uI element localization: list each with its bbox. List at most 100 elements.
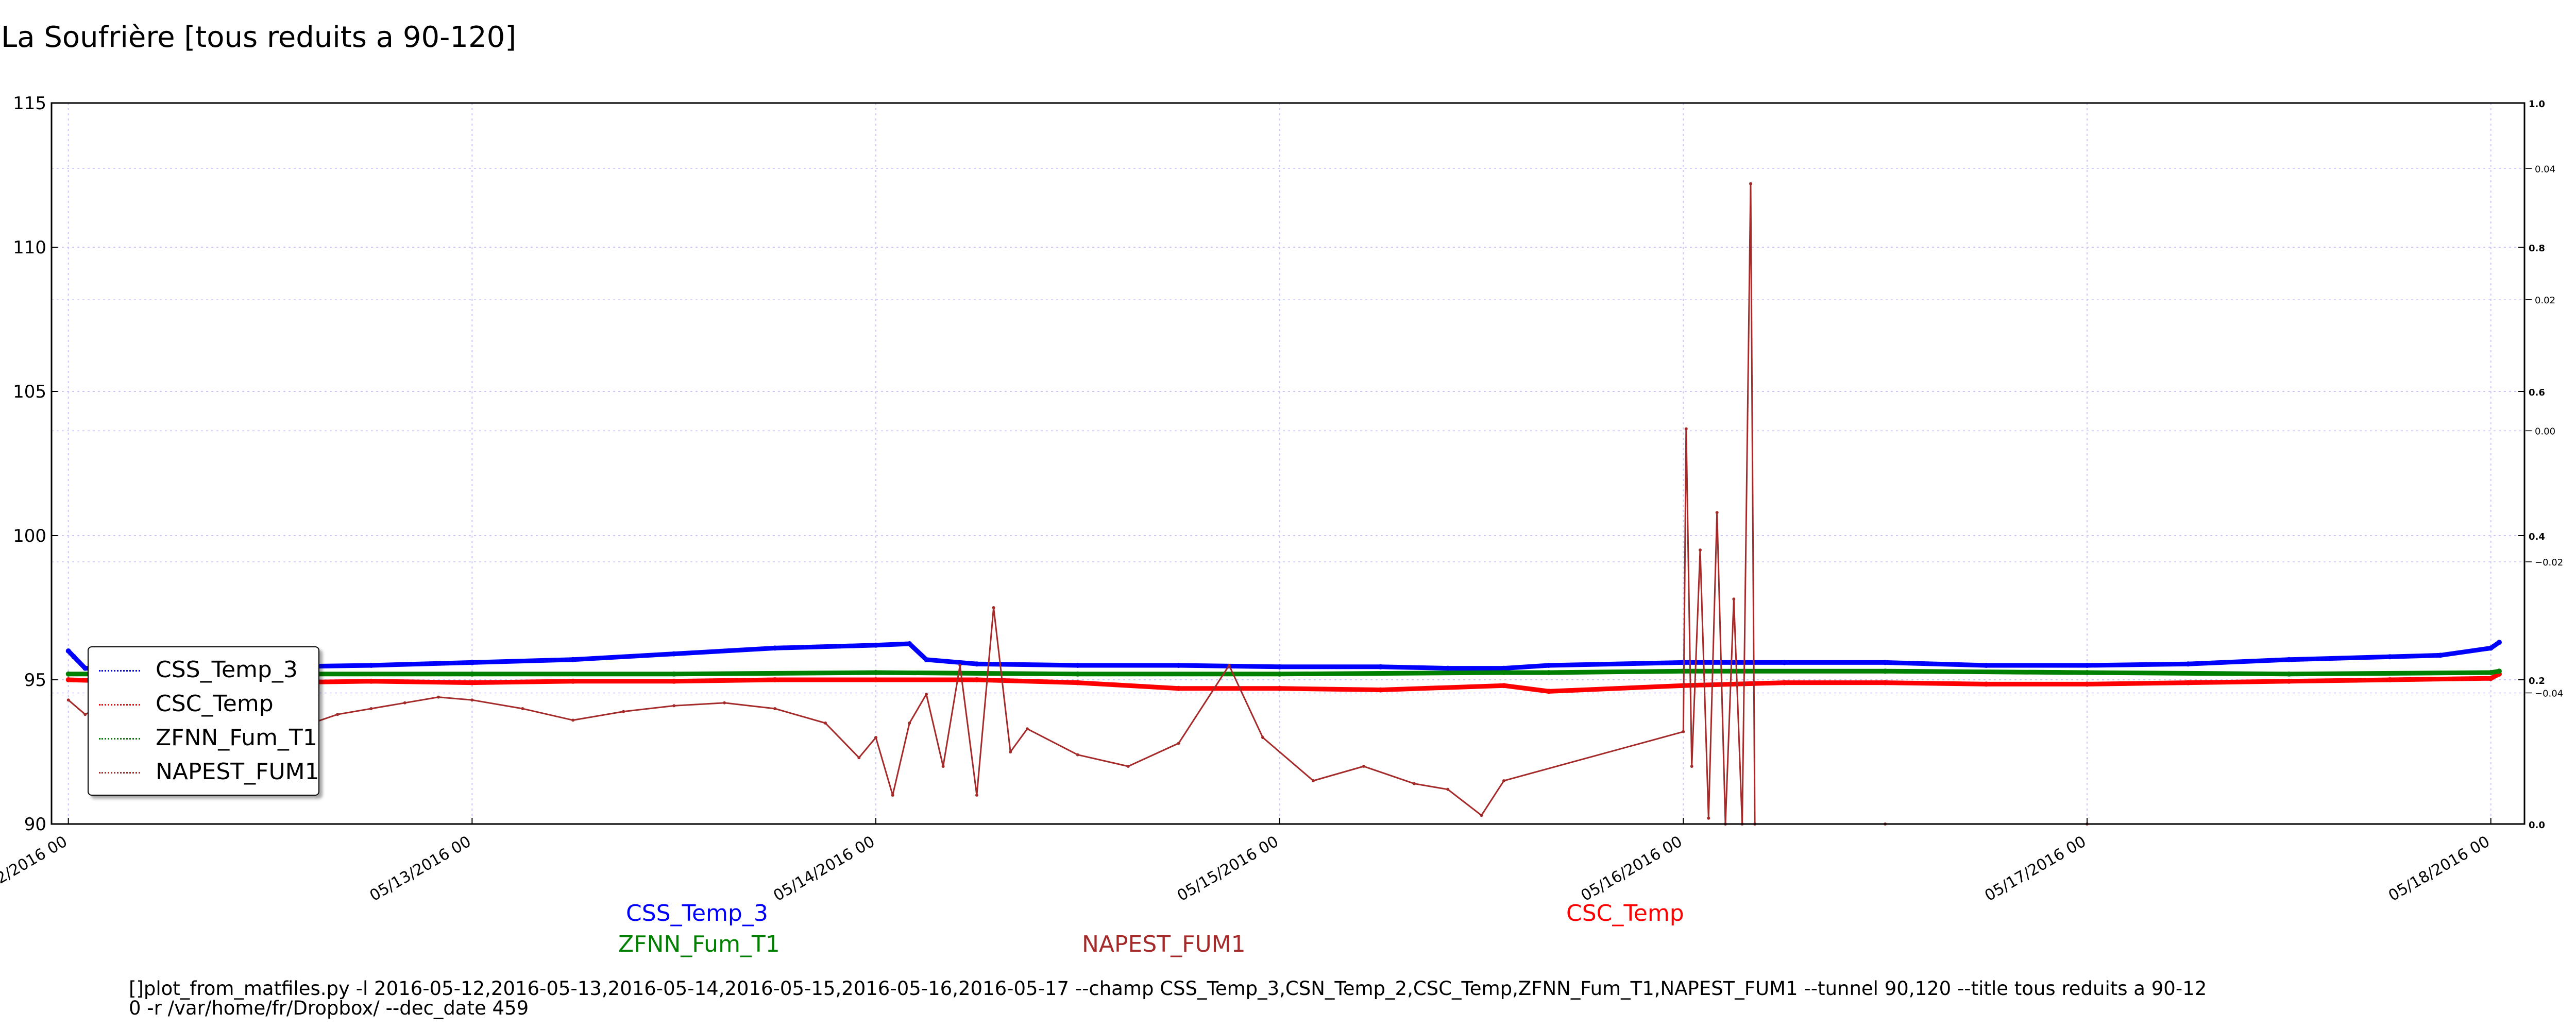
x-tick-label: 05/16/2016 00 [1578, 833, 1686, 905]
data-point [1075, 671, 1080, 677]
data-point [1546, 663, 1552, 668]
data-point [1715, 511, 1719, 514]
x-axis: 05/12/2016 00 05/13/2016 00 05/14/2016 00 0… [0, 818, 2493, 905]
data-point [2185, 661, 2191, 667]
data-point [891, 794, 894, 797]
data-point [2488, 645, 2494, 651]
data-point [1690, 765, 1693, 768]
data-point [1312, 779, 1315, 782]
data-point [2387, 654, 2393, 660]
data-point [1480, 814, 1483, 817]
data-point [974, 661, 979, 667]
data-point [1699, 548, 1702, 552]
data-point [857, 756, 861, 760]
x-tick-label: 05/14/2016 00 [770, 833, 878, 905]
data-point [2488, 676, 2494, 681]
right-tick-label: 0.8 [2529, 243, 2545, 254]
series-label-csc-temp: CSC_Temp [1566, 900, 1684, 926]
series-line-css-temp-3 [66, 640, 2501, 671]
y-tick-label: 105 [13, 382, 46, 402]
data-point [1501, 670, 1506, 675]
data-point [1378, 664, 1383, 670]
legend-swatch [99, 670, 140, 672]
data-point [521, 707, 524, 710]
data-point [873, 670, 878, 675]
data-point [1501, 665, 1506, 671]
data-point [1446, 787, 1450, 791]
data-point [824, 722, 827, 725]
right2-tick-label: 0.04 [2535, 164, 2555, 175]
data-point [873, 677, 878, 682]
legend-swatch [99, 704, 140, 706]
data-point [470, 698, 474, 702]
data-point [437, 695, 440, 699]
plot-frame [50, 102, 2526, 825]
right-tick-label: 0.4 [2529, 531, 2545, 542]
chart-title: La Soufrière [tous reduits a 90-120] [1, 21, 517, 54]
data-point [671, 671, 677, 677]
x-tick-label: 05/18/2016 00 [2385, 833, 2493, 905]
data-point [1682, 730, 1685, 733]
data-point [1277, 664, 1282, 670]
command-line-1: []plot_from_matfiles.py -l 2016-05-12,20… [129, 977, 2207, 1000]
data-point [1883, 668, 1888, 674]
data-point [723, 701, 726, 705]
data-point [1883, 680, 1888, 685]
data-point [1277, 685, 1282, 691]
y-tick-label: 110 [13, 237, 46, 258]
data-point [469, 671, 475, 677]
data-point [1546, 689, 1552, 694]
data-point [1362, 765, 1365, 768]
right2-tick-label: −0.02 [2535, 557, 2563, 568]
data-point [83, 713, 87, 716]
legend-item: ZFNN_Fum_T1 [89, 723, 318, 754]
data-point [2286, 657, 2292, 662]
data-point [571, 718, 575, 722]
y-tick-label: 95 [24, 670, 46, 691]
data-point [1782, 660, 1787, 665]
data-point [941, 765, 945, 768]
series-line-zfnn-fum-t1 [68, 668, 2500, 677]
data-point [368, 663, 374, 668]
legend-item: CSS_Temp_3 [89, 655, 318, 686]
series-label-napest-fum1: NAPEST_FUM1 [1082, 931, 1246, 957]
data-point [924, 657, 929, 662]
data-point [1684, 427, 1688, 431]
data-point [1883, 660, 1888, 665]
data-point [65, 677, 71, 682]
data-point [369, 707, 373, 710]
data-point [908, 722, 911, 725]
data-point [71, 654, 77, 660]
data-point [1075, 680, 1080, 685]
data-point [874, 736, 877, 739]
x-tick-label: 05/17/2016 00 [1981, 833, 2089, 905]
data-point [1075, 663, 1080, 668]
data-point [873, 642, 878, 648]
legend-label: NAPEST_FUM1 [156, 759, 319, 785]
data-point [1732, 597, 1736, 601]
data-point [2437, 653, 2443, 658]
right2-tick-label: 0.02 [2535, 295, 2555, 306]
y-tick-label: 100 [13, 526, 46, 546]
data-point [671, 651, 677, 657]
legend-swatch [99, 738, 140, 740]
data-point [66, 698, 70, 702]
legend-label: ZFNN_Fum_T1 [156, 725, 317, 751]
legend-item: NAPEST_FUM1 [89, 757, 319, 788]
legend-label: CSS_Temp_3 [156, 657, 298, 683]
data-point [1177, 742, 1180, 745]
data-point [570, 678, 576, 684]
right2-tick-label: −0.04 [2535, 688, 2563, 699]
data-point [1501, 683, 1506, 689]
right-tick-label: 0.6 [2529, 387, 2545, 398]
data-point [2286, 671, 2292, 677]
data-point [925, 693, 928, 696]
data-point [958, 664, 962, 667]
x-tick-label: 05/13/2016 00 [367, 833, 474, 905]
data-point [469, 680, 475, 685]
right-tick-label: 1.0 [2529, 99, 2545, 110]
y-axis: 90 95 100 105 110 115 [13, 93, 58, 835]
data-point [1984, 681, 1989, 687]
series-line-csc-temp [68, 672, 2501, 694]
